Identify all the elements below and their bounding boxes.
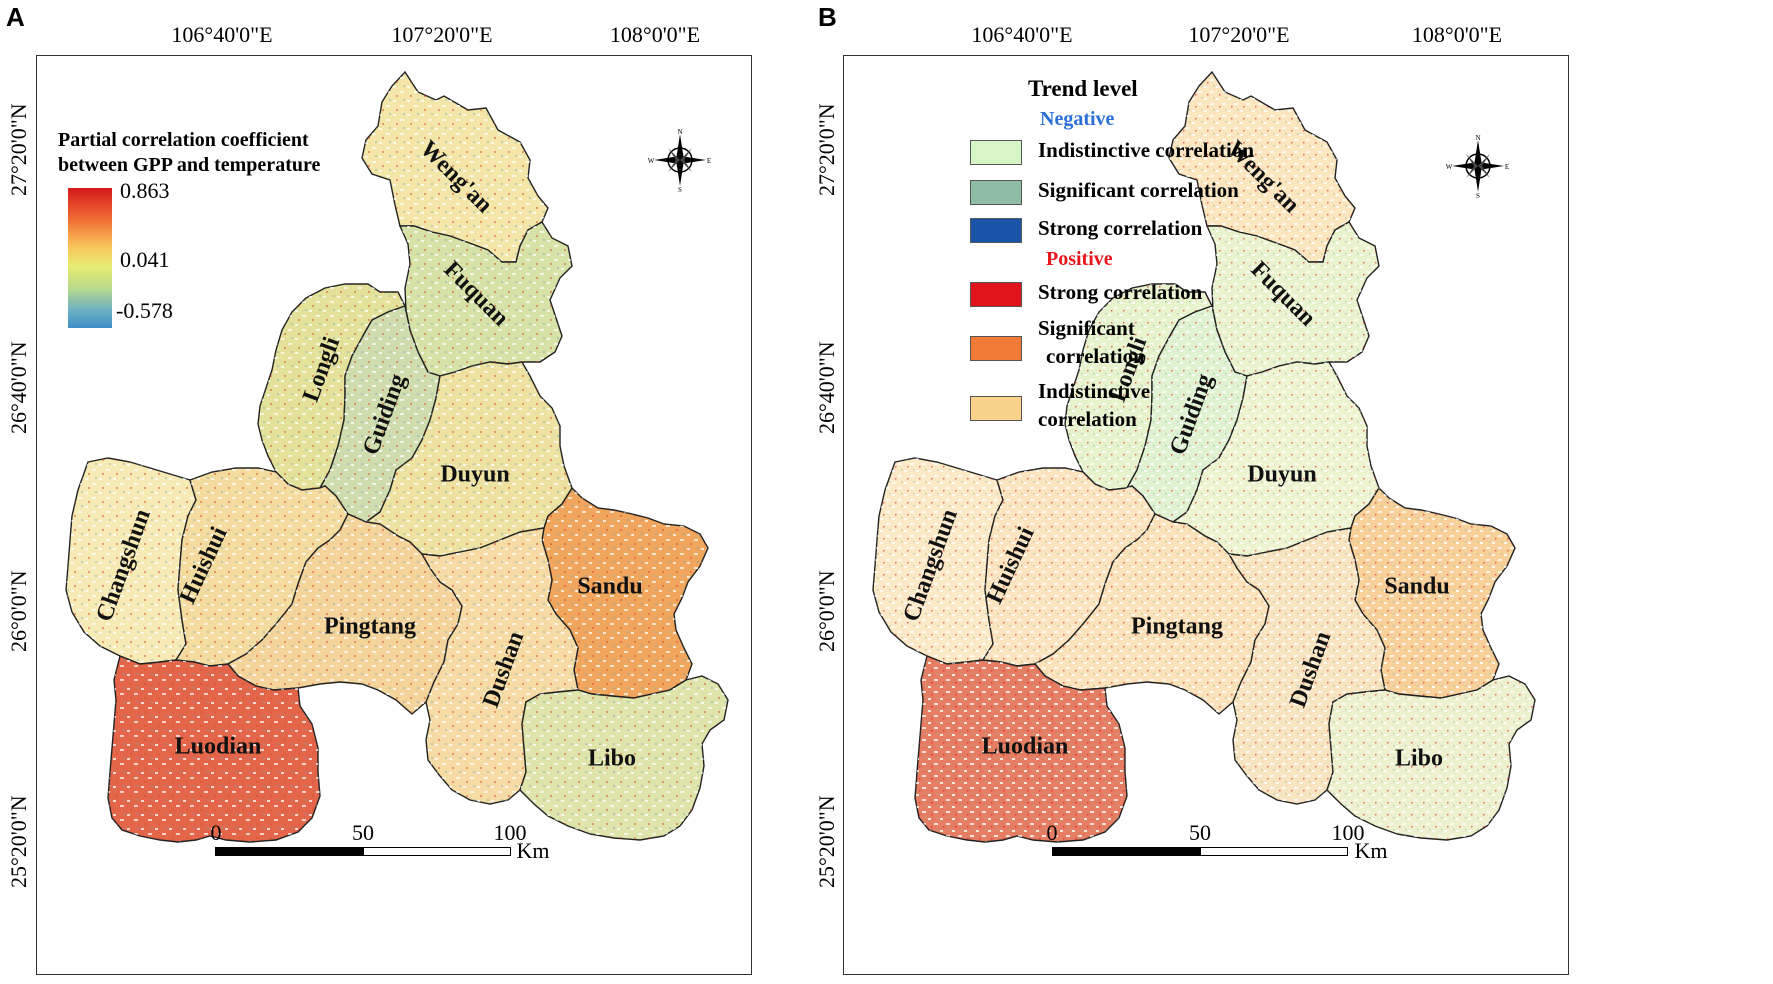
panel-b-county-label-duyun: Duyun	[1247, 462, 1316, 488]
panel-a-colorbar-max: 0.863	[120, 178, 170, 203]
panel-b-scalebar-100: 100	[1331, 820, 1365, 845]
panel-b-scalebar-black	[1052, 847, 1200, 856]
panel-b-letter: B	[818, 2, 837, 32]
panel-a-compass-icon: N E S W	[648, 128, 711, 192]
panel-b-county-texture-huishui	[983, 468, 1155, 666]
panel-a-county-texture-sandu	[542, 488, 708, 698]
panel-a-letter: A	[6, 2, 25, 32]
panel-a-county-label-pingtang: Pingtang	[324, 614, 416, 640]
panel-a-county-texture-changshun	[66, 458, 196, 664]
panel-b-county-texture-pingtang	[1035, 514, 1269, 714]
panel-a-compass-w: W	[648, 157, 655, 165]
panel-b-county-texture-duyun	[1173, 362, 1379, 556]
panel-b-county-label-libo: Libo	[1395, 746, 1443, 772]
panel-a-colorbar-mid: 0.041	[120, 247, 170, 272]
panel-b-lon-label-1: 106°40'0"E	[971, 22, 1073, 47]
panel-b-compass-w: W	[1446, 163, 1453, 171]
panel-b-legend-neg-label-3: Strong correlation	[1038, 216, 1203, 240]
panel-a-county-texture-pingtang	[228, 514, 462, 714]
panel-b-county-label-sandu: Sandu	[1384, 574, 1449, 600]
panel-b-compass-s: S	[1476, 192, 1480, 198]
panel-a-county-texture-weng-an	[362, 72, 548, 262]
panel-b-scalebar-50: 50	[1189, 820, 1211, 845]
panel-b-county-texture-fuquan	[1207, 222, 1379, 376]
panel-b-legend-pos-label-2b: correlation	[1046, 344, 1145, 368]
panel-a-county-texture-libo	[520, 676, 728, 840]
panel-a-compass-s: S	[678, 186, 682, 192]
panel-a-county-label-sandu: Sandu	[577, 574, 642, 600]
panel-b-compass-e: E	[1505, 163, 1509, 171]
panel-a-compass-e: E	[707, 157, 711, 165]
panel-a-scalebar-100: 100	[493, 820, 527, 845]
panel-a-scalebar-0: 0	[210, 820, 222, 845]
panel-b-lon-label-3: 108°0'0"E	[1411, 22, 1503, 47]
panel-a-compass-n: N	[677, 128, 682, 136]
panel-a-county-label-libo: Libo	[588, 746, 636, 772]
panel-a-lon-label-1: 106°40'0"E	[171, 22, 273, 47]
panel-b-compass-icon: N E S W	[1446, 134, 1509, 198]
panel-b-legend-pos-label-2a: Significant	[1038, 316, 1135, 340]
panel-a-scalebar-white	[363, 847, 511, 856]
panel-b-legend-positive: Positive	[1046, 248, 1113, 270]
panel-a-colorbar-min: -0.578	[116, 298, 173, 323]
panel-b-county-texture-dushan	[1229, 528, 1385, 804]
panel-a-lon-label-2: 107°20'0"E	[391, 22, 493, 47]
panel-a-county-texture-guiding	[320, 306, 440, 522]
panel-a-county-texture-duyun	[366, 362, 572, 556]
panel-a-county-texture-longli	[258, 284, 405, 490]
panel-b-legend-neg-box-1	[970, 140, 1022, 165]
panel-b-lon-label-2: 107°20'0"E	[1188, 22, 1290, 47]
panel-a-legend-title-line-1: Partial correlation coefficient	[58, 129, 309, 151]
panel-b-compass-n: N	[1475, 134, 1480, 142]
panel-a-scalebar-black	[215, 847, 363, 856]
panel-b-legend-pos-box-1	[970, 282, 1022, 307]
panel-a-county-texture-luodian	[108, 656, 320, 842]
panel-b-scalebar-unit: Km	[1354, 838, 1388, 863]
panel-b-legend-neg-label-2: Significant correlation	[1038, 178, 1239, 202]
panel-a-lon-label-3: 108°0'0"E	[609, 22, 701, 47]
panel-b-legend-pos-label-1: Strong correlation	[1038, 280, 1203, 304]
panel-b-legend-pos-label-3b: correlation	[1038, 407, 1137, 431]
panel-b-county-texture-sandu	[1349, 488, 1515, 698]
panel-b-county-texture-luodian	[915, 656, 1127, 842]
panel-a-county-label-luodian: Luodian	[175, 734, 262, 760]
panel-a-colorbar	[68, 188, 112, 328]
panel-b-legend-title: Trend level	[1028, 76, 1138, 101]
panel-b-county-texture-weng-an	[1169, 72, 1355, 262]
panel-b-county-label-pingtang: Pingtang	[1131, 614, 1223, 640]
panel-b-scalebar-white	[1200, 847, 1348, 856]
panel-b-county-label-luodian: Luodian	[982, 734, 1069, 760]
panel-b-legend-neg-label-1: Indistinctive correlation	[1038, 138, 1255, 162]
panel-b-legend-neg-box-3	[970, 218, 1022, 243]
panel-b-county-texture-longli	[1065, 284, 1212, 490]
panel-b-county-texture-libo	[1327, 676, 1535, 840]
panel-a-county-texture-fuquan	[400, 222, 572, 376]
panel-a-county-label-duyun: Duyun	[440, 462, 509, 488]
panel-b-legend-pos-box-2	[970, 336, 1022, 361]
panel-a-scalebar-50: 50	[352, 820, 374, 845]
panel-b-legend-neg-box-2	[970, 180, 1022, 205]
panel-b-legend-negative: Negative	[1040, 108, 1115, 130]
panel-a-legend-title-line-2: between GPP and temperature	[58, 154, 321, 176]
panel-b-county-texture-guiding	[1127, 306, 1247, 522]
panel-a-county-texture-dushan	[422, 528, 578, 804]
panel-b-legend-pos-label-3a: Indistinctive	[1038, 379, 1151, 403]
panel-a-county-texture-huishui	[176, 468, 348, 666]
panel-a-scalebar-unit: Km	[516, 838, 550, 863]
panel-b-legend-pos-box-3	[970, 396, 1022, 421]
panel-b-county-texture-changshun	[873, 458, 1003, 664]
panel-b-scalebar-0: 0	[1046, 820, 1058, 845]
